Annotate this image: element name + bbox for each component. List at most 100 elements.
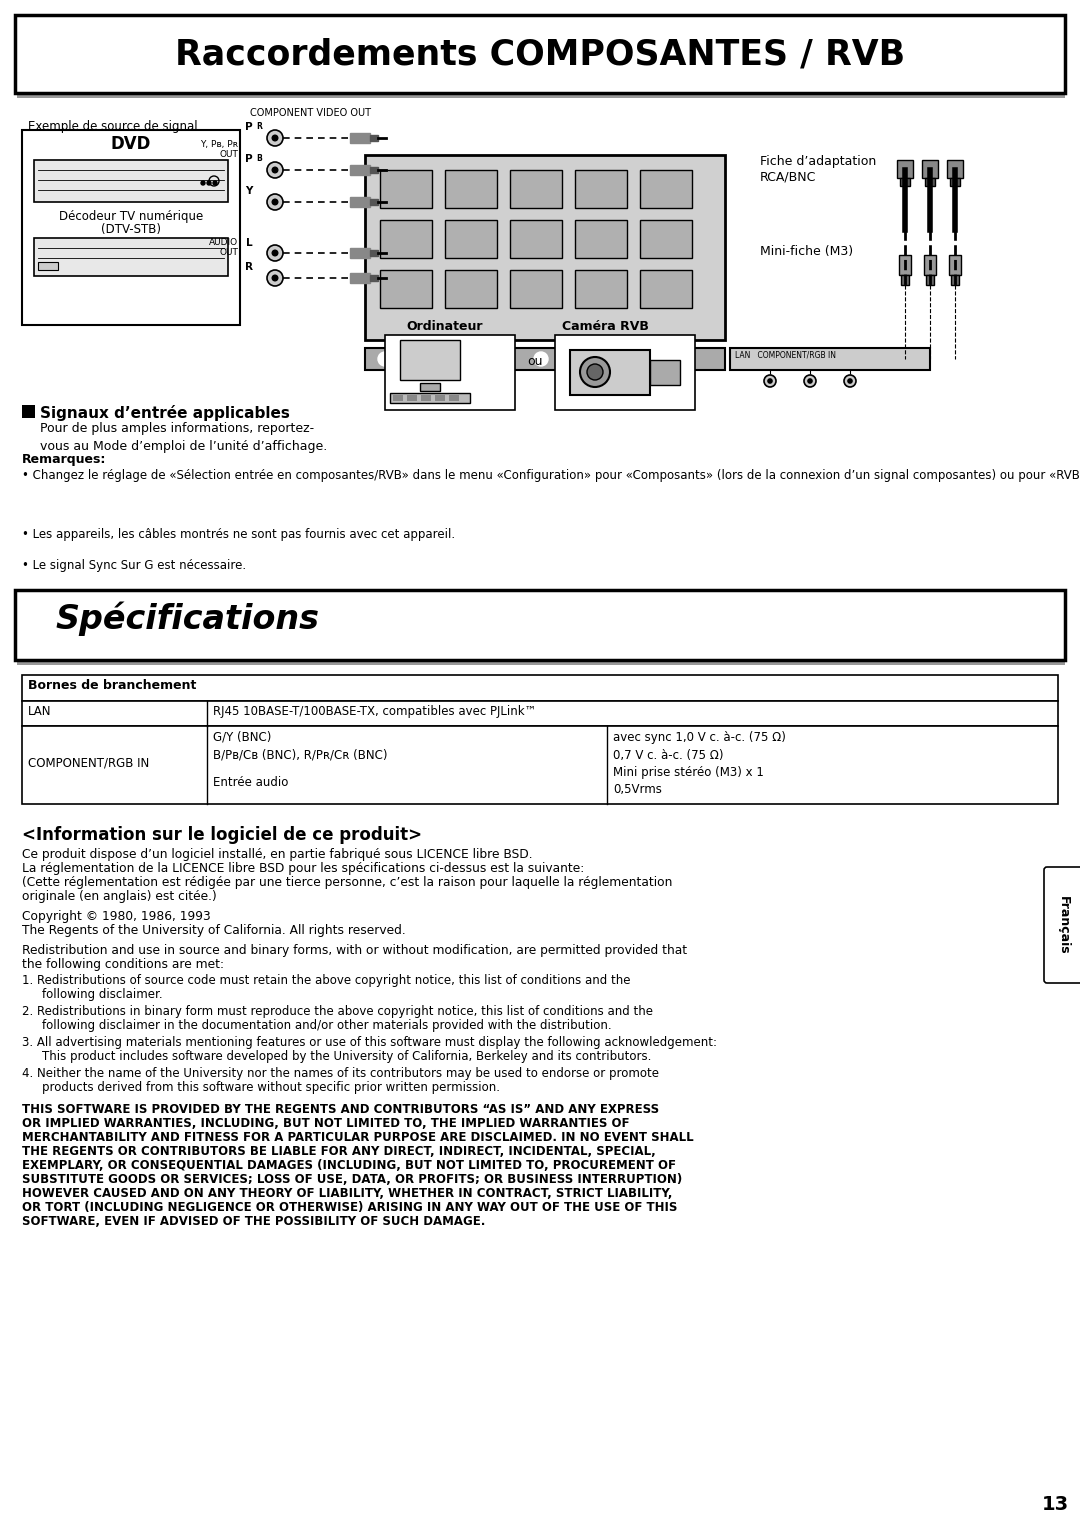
Text: Caméra RVB: Caméra RVB — [562, 320, 648, 332]
Text: Décodeur TV numérique: Décodeur TV numérique — [59, 210, 203, 224]
Circle shape — [430, 352, 444, 366]
Circle shape — [534, 352, 548, 366]
Text: the following conditions are met:: the following conditions are met: — [22, 958, 224, 971]
Circle shape — [764, 375, 777, 388]
Bar — [922, 159, 939, 178]
Bar — [901, 276, 909, 285]
Text: OUT: OUT — [219, 248, 238, 257]
Bar — [420, 383, 440, 391]
Text: Entrée audio: Entrée audio — [213, 777, 288, 789]
Text: AUDIO: AUDIO — [208, 237, 238, 247]
Text: (Cette réglementation est rédigée par une tierce personne, c’est la raison pour : (Cette réglementation est rédigée par un… — [22, 876, 673, 889]
Bar — [384, 336, 515, 411]
Bar — [370, 167, 378, 173]
Text: Spécifications: Spécifications — [55, 602, 319, 636]
Text: MERCHANTABILITY AND FITNESS FOR A PARTICULAR PURPOSE ARE DISCLAIMED. IN NO EVENT: MERCHANTABILITY AND FITNESS FOR A PARTIC… — [22, 1131, 693, 1144]
Bar — [950, 178, 960, 185]
Text: RJ45 10BASE-T/100BASE-TX, compatibles avec PJLink™: RJ45 10BASE-T/100BASE-TX, compatibles av… — [213, 705, 537, 719]
Text: Remarques:: Remarques: — [22, 453, 106, 466]
Text: Raccordements COMPOSANTES / RVB: Raccordements COMPOSANTES / RVB — [175, 37, 905, 70]
Text: L: L — [246, 237, 253, 248]
Text: COMPONENT/RGB IN: COMPONENT/RGB IN — [28, 757, 149, 771]
Bar — [951, 276, 959, 285]
Circle shape — [272, 199, 278, 205]
Text: • Les appareils, les câbles montrés ne sont pas fournis avec cet appareil.: • Les appareils, les câbles montrés ne s… — [22, 529, 455, 541]
Text: THIS SOFTWARE IS PROVIDED BY THE REGENTS AND CONTRIBUTORS “AS IS” AND ANY EXPRES: THIS SOFTWARE IS PROVIDED BY THE REGENTS… — [22, 1103, 659, 1115]
Bar — [510, 170, 562, 208]
Text: The Regents of the University of California. All rights reserved.: The Regents of the University of Califor… — [22, 924, 406, 938]
Text: G/Y (BNC): G/Y (BNC) — [213, 731, 271, 745]
Bar — [730, 348, 930, 371]
Text: following disclaimer.: following disclaimer. — [42, 988, 163, 1000]
Bar — [924, 178, 935, 185]
Text: LAN   COMPONENT/RGB IN: LAN COMPONENT/RGB IN — [735, 349, 836, 358]
Bar — [17, 93, 1065, 98]
Bar — [380, 270, 432, 308]
Text: <Information sur le logiciel de ce produit>: <Information sur le logiciel de ce produ… — [22, 826, 422, 844]
Text: originale (en anglais) est citée.): originale (en anglais) est citée.) — [22, 890, 217, 902]
Text: Copyright © 1980, 1986, 1993: Copyright © 1980, 1986, 1993 — [22, 910, 211, 922]
Bar — [33, 237, 228, 276]
Text: avec sync 1,0 V c. à-c. (75 Ω): avec sync 1,0 V c. à-c. (75 Ω) — [613, 731, 786, 745]
Bar — [650, 360, 680, 385]
Text: B: B — [256, 155, 261, 162]
Bar — [900, 178, 910, 185]
Text: SUBSTITUTE GOODS OR SERVICES; LOSS OF USE, DATA, OR PROFITS; OR BUSINESS INTERRU: SUBSTITUTE GOODS OR SERVICES; LOSS OF US… — [22, 1174, 683, 1186]
Text: products derived from this software without specific prior written permission.: products derived from this software with… — [42, 1082, 500, 1094]
Text: Mini-fiche (M3): Mini-fiche (M3) — [760, 245, 853, 257]
Circle shape — [808, 378, 812, 383]
Text: Mini prise stéréo (M3) x 1: Mini prise stéréo (M3) x 1 — [613, 766, 764, 778]
Bar — [370, 250, 378, 256]
Bar — [350, 248, 370, 257]
Circle shape — [267, 245, 283, 260]
Circle shape — [586, 352, 600, 366]
Text: OR TORT (INCLUDING NEGLIGENCE OR OTHERWISE) ARISING IN ANY WAY OUT OF THE USE OF: OR TORT (INCLUDING NEGLIGENCE OR OTHERWI… — [22, 1201, 677, 1213]
Bar — [947, 159, 963, 178]
Bar — [510, 270, 562, 308]
Text: 3. All advertising materials mentioning features or use of this software must di: 3. All advertising materials mentioning … — [22, 1036, 717, 1049]
Text: La réglementation de la LICENCE libre BSD pour les spécifications ci-dessus est : La réglementation de la LICENCE libre BS… — [22, 863, 584, 875]
Text: (DTV-STB): (DTV-STB) — [102, 224, 161, 236]
Bar — [570, 349, 650, 395]
Text: following disclaimer in the documentation and/or other materials provided with t: following disclaimer in the documentatio… — [42, 1019, 611, 1033]
Bar — [38, 262, 58, 270]
Bar — [510, 221, 562, 257]
Bar — [640, 221, 692, 257]
Bar — [400, 340, 460, 380]
Bar — [380, 221, 432, 257]
Text: Exemple de source de signal: Exemple de source de signal — [28, 119, 198, 133]
Text: Ce produit dispose d’un logiciel installé, en partie fabriqué sous LICENCE libre: Ce produit dispose d’un logiciel install… — [22, 849, 532, 861]
Circle shape — [267, 270, 283, 286]
Text: Fiche d’adaptation
RCA/BNC: Fiche d’adaptation RCA/BNC — [760, 155, 876, 182]
Text: Ordinateur: Ordinateur — [407, 320, 483, 332]
Text: EXEMPLARY, OR CONSEQUENTIAL DAMAGES (INCLUDING, BUT NOT LIMITED TO, PROCUREMENT : EXEMPLARY, OR CONSEQUENTIAL DAMAGES (INC… — [22, 1160, 676, 1172]
Circle shape — [267, 130, 283, 146]
Bar — [350, 165, 370, 175]
Circle shape — [272, 276, 278, 280]
Bar — [22, 702, 1058, 726]
Bar — [445, 221, 497, 257]
Bar — [1047, 870, 1080, 980]
Circle shape — [267, 195, 283, 210]
Bar — [350, 133, 370, 142]
Bar — [365, 155, 725, 340]
Circle shape — [580, 357, 610, 388]
Bar — [445, 170, 497, 208]
Bar — [897, 159, 913, 178]
Circle shape — [213, 181, 217, 185]
Text: LAN: LAN — [28, 705, 52, 719]
Bar — [924, 254, 936, 276]
Bar — [445, 270, 497, 308]
Text: 13: 13 — [1041, 1495, 1068, 1514]
Text: Pour de plus amples informations, reportez-
vous au Mode d’emploi de l’unité d’a: Pour de plus amples informations, report… — [40, 421, 327, 453]
Bar — [575, 170, 627, 208]
Text: B/Pʙ/Cʙ (BNC), R/Pʀ/Cʀ (BNC): B/Pʙ/Cʙ (BNC), R/Pʀ/Cʀ (BNC) — [213, 749, 388, 761]
Bar — [22, 726, 1058, 804]
Text: 0,5Vrms: 0,5Vrms — [613, 783, 662, 797]
Text: OR IMPLIED WARRANTIES, INCLUDING, BUT NOT LIMITED TO, THE IMPLIED WARRANTIES OF: OR IMPLIED WARRANTIES, INCLUDING, BUT NO… — [22, 1117, 630, 1131]
Bar — [949, 254, 961, 276]
Bar — [350, 198, 370, 207]
Circle shape — [848, 378, 852, 383]
Bar — [555, 336, 696, 411]
Circle shape — [272, 167, 278, 173]
